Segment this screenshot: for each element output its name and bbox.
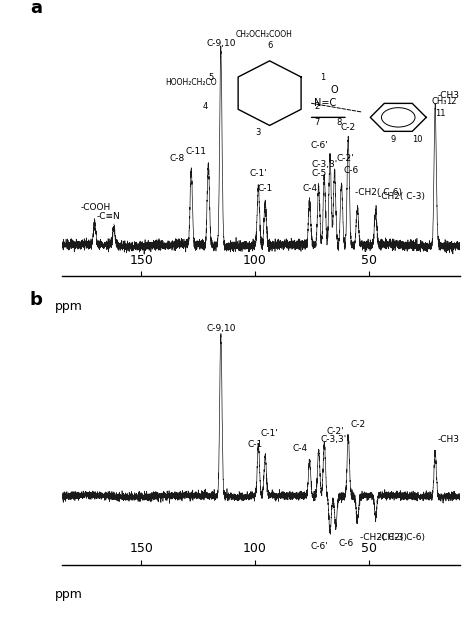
Text: -CH2( C-6): -CH2( C-6) xyxy=(355,188,402,197)
Text: -CH2( C-6): -CH2( C-6) xyxy=(378,533,425,542)
Text: C-1': C-1' xyxy=(249,170,267,178)
Text: 7: 7 xyxy=(314,119,320,127)
Text: 6: 6 xyxy=(267,41,272,50)
Text: C-1': C-1' xyxy=(261,428,278,438)
Text: C-6: C-6 xyxy=(338,539,353,548)
Text: 9: 9 xyxy=(390,135,395,143)
Text: C-9,10: C-9,10 xyxy=(206,324,236,333)
Text: C-2': C-2' xyxy=(337,155,355,163)
Text: C-4: C-4 xyxy=(302,184,317,193)
Text: 8: 8 xyxy=(337,119,342,127)
Text: ppm: ppm xyxy=(55,300,82,312)
Text: C-1: C-1 xyxy=(258,184,273,193)
Text: ppm: ppm xyxy=(55,589,82,601)
Text: -CH2( C-3): -CH2( C-3) xyxy=(360,533,407,542)
Text: HOOH₂CH₂CO: HOOH₂CH₂CO xyxy=(165,78,217,87)
Text: C-8: C-8 xyxy=(169,155,184,163)
Text: C-6': C-6' xyxy=(310,542,328,551)
Text: C-2: C-2 xyxy=(341,123,356,132)
Text: O: O xyxy=(330,85,338,95)
Text: -CH2( C-3): -CH2( C-3) xyxy=(378,192,425,201)
Text: C-3,3': C-3,3' xyxy=(311,160,337,169)
Text: CH₃: CH₃ xyxy=(432,97,447,106)
Text: C-11: C-11 xyxy=(185,147,206,156)
Text: C-6': C-6' xyxy=(310,142,328,150)
Text: C-6: C-6 xyxy=(344,166,359,175)
Text: 2: 2 xyxy=(315,102,320,111)
Text: a: a xyxy=(30,0,42,17)
Text: N=C: N=C xyxy=(314,98,337,108)
Text: C-2: C-2 xyxy=(351,420,366,428)
Text: C-3,3': C-3,3' xyxy=(321,435,347,444)
Text: 4: 4 xyxy=(203,102,208,111)
Text: 12: 12 xyxy=(446,97,456,106)
Text: -C≡N: -C≡N xyxy=(97,212,121,221)
Text: 1: 1 xyxy=(320,73,325,82)
Text: C-1: C-1 xyxy=(248,440,263,448)
Text: C-2': C-2' xyxy=(327,427,344,436)
Text: -CH3: -CH3 xyxy=(438,435,459,444)
Text: C-9,10: C-9,10 xyxy=(206,39,236,48)
Text: -COOH: -COOH xyxy=(80,203,110,212)
Text: C-4: C-4 xyxy=(292,444,307,453)
Text: 10: 10 xyxy=(412,135,423,143)
Text: C-5: C-5 xyxy=(311,170,326,178)
Text: 3: 3 xyxy=(256,128,261,137)
Text: CH₂OCH₂COOH: CH₂OCH₂COOH xyxy=(236,30,292,39)
Text: -CH3: -CH3 xyxy=(438,91,459,100)
Text: b: b xyxy=(30,291,43,309)
Text: 11: 11 xyxy=(435,109,445,118)
Text: 5: 5 xyxy=(208,73,213,82)
